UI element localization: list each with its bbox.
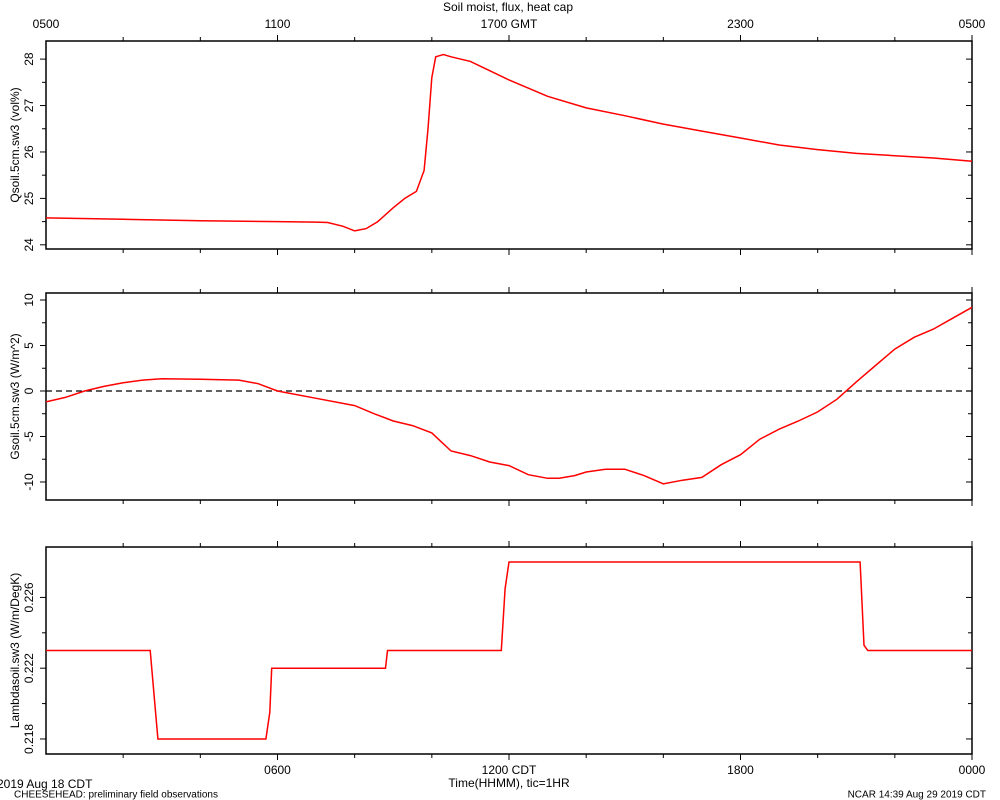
x-tick-label: 0600: [264, 763, 291, 777]
date-label: 2019 Aug 18 CDT: [0, 777, 93, 791]
x2-tick-label: 1100: [265, 17, 291, 31]
y-tick-label: 10: [22, 293, 36, 307]
x-axis-label: Time(HHMM), tic=1HR: [448, 776, 570, 790]
y-tick-label: 26: [22, 145, 36, 159]
y-axis-label: Lambdasoil.sw3 (W/m/DegK): [8, 573, 22, 728]
y-tick-label: 24: [22, 238, 36, 252]
footer-right: NCAR 14:39 Aug 29 2019 CDT: [848, 790, 986, 800]
y-tick-label: 25: [22, 191, 36, 205]
x-tick-label: 0000: [959, 763, 986, 777]
y-tick-label: 0.218: [22, 724, 36, 754]
chart-title: Soil moist, flux, heat cap: [443, 0, 573, 14]
y-tick-label: 0.222: [22, 653, 36, 683]
y-axis-label: Gsoil.5cm.sw3 (W/m^2): [8, 333, 22, 459]
plot-frame: [45, 546, 973, 755]
data-line: [45, 306, 973, 485]
x2-tick-label: 2300: [727, 17, 754, 31]
y-axis-label: Qsoil.5cm.sw3 (vol%): [8, 87, 22, 202]
y-tick-label: 28: [22, 52, 36, 66]
plot-frame: [45, 40, 973, 250]
y-tick-label: 0: [22, 387, 36, 394]
x2-tick-label: 1700 GMT: [481, 17, 538, 31]
data-line: [46, 561, 972, 740]
data-line: [45, 53, 973, 232]
plot-frame: [45, 292, 973, 501]
x2-tick-label: 0500: [959, 17, 986, 31]
x2-tick-label: 0500: [33, 17, 60, 31]
y-tick-label: -5: [22, 431, 36, 442]
y-tick-label: 27: [22, 99, 36, 113]
y-tick-label: -10: [22, 473, 36, 491]
y-tick-label: 5: [22, 342, 36, 349]
x-tick-label: 1200 CDT: [482, 763, 537, 777]
x-tick-label: 1800: [727, 763, 754, 777]
y-tick-label: 0.226: [22, 582, 36, 612]
footer-left: CHEESEHEAD: preliminary field observatio…: [14, 790, 218, 800]
